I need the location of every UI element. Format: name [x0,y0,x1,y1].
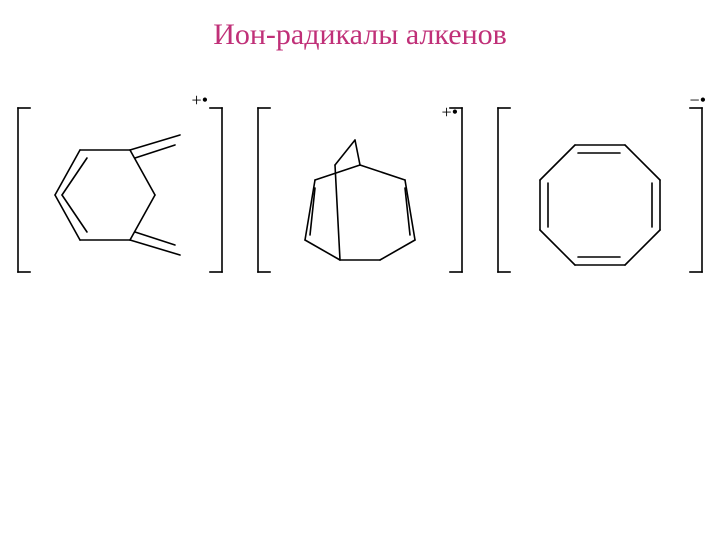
charge-label: +• [442,102,458,123]
molecule-svg [280,130,440,280]
molecule-svg [520,130,680,280]
cyclooctatetraene-anion-radical: −• [490,90,710,290]
slide: Ион-радикалы алкенов +• +• −• [0,0,720,540]
norbornadiene-cation-radical: +• [250,90,470,290]
slide-title: Ион-радикалы алкенов [0,18,720,52]
charge-label: −• [690,90,706,111]
molecule-svg [40,130,200,280]
figures-row: +• +• −• [0,90,720,320]
ortho-quinodimethane-cation-radical: +• [10,90,230,290]
charge-label: +• [192,90,208,111]
